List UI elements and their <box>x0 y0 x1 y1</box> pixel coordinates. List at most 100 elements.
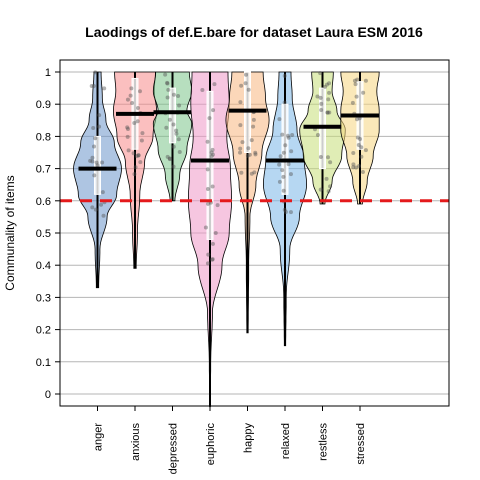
sample-point <box>283 210 288 215</box>
sample-point <box>211 108 216 113</box>
sample-point <box>277 162 282 167</box>
sample-point <box>359 154 364 159</box>
sample-point <box>318 187 323 192</box>
sample-point <box>174 128 179 133</box>
sample-point <box>283 143 288 148</box>
sample-point <box>326 97 331 102</box>
sample-point <box>277 117 282 122</box>
y-axis: 0 0.1 0.2 0.3 0.4 0.5 0.6 0.7 0.8 0.9 1 <box>36 67 60 401</box>
sample-point <box>282 73 287 78</box>
sample-point <box>209 150 214 155</box>
sample-point <box>125 134 130 139</box>
sample-point <box>324 176 329 181</box>
sample-point <box>282 100 287 105</box>
violin-restless <box>299 71 346 205</box>
sample-point <box>174 131 179 136</box>
sample-point <box>102 86 107 91</box>
x-tick-label: stressed <box>355 423 367 465</box>
sample-point <box>135 106 140 111</box>
sample-point <box>176 137 181 142</box>
sample-point <box>165 154 170 159</box>
sample-point <box>210 257 215 262</box>
x-tick-label: happy <box>243 423 255 453</box>
sample-point <box>210 257 215 262</box>
sample-point <box>318 71 323 76</box>
y-tick-label: 1 <box>45 67 51 79</box>
sample-point <box>315 94 320 99</box>
sample-point <box>135 119 140 124</box>
violin-happy <box>225 71 270 334</box>
sample-point <box>355 135 360 140</box>
sample-point <box>89 83 94 88</box>
sample-point <box>171 144 176 149</box>
sample-point <box>238 150 243 155</box>
sample-point <box>288 172 293 177</box>
sample-point <box>167 117 172 122</box>
sample-point <box>239 83 244 88</box>
sample-point <box>90 159 95 164</box>
sample-point <box>136 153 141 158</box>
sample-point <box>90 205 95 210</box>
x-axis: anger anxious depressed euphoric happy relaxe… <box>93 406 367 474</box>
sample-point <box>240 140 245 145</box>
sample-point <box>165 81 170 86</box>
sample-point <box>137 89 142 94</box>
sample-point <box>319 101 324 106</box>
violin-anger <box>73 70 122 289</box>
sample-point <box>97 113 102 118</box>
y-tick-label: 0 <box>45 389 51 401</box>
sample-point <box>90 155 95 160</box>
sample-point <box>350 100 355 105</box>
sample-point <box>363 78 368 83</box>
sample-point <box>253 152 258 157</box>
sample-point <box>205 261 210 266</box>
sample-point <box>125 126 130 131</box>
sample-point <box>125 97 130 102</box>
sample-point <box>171 164 176 169</box>
sample-point <box>213 231 218 236</box>
y-tick-label: 0.8 <box>36 131 51 143</box>
sample-point <box>278 154 283 159</box>
sample-point <box>164 125 169 130</box>
sample-point <box>126 148 131 153</box>
sample-point <box>356 143 361 148</box>
sample-point <box>280 168 285 173</box>
sample-point <box>359 145 364 150</box>
sample-point <box>205 186 210 191</box>
sample-point <box>286 162 291 167</box>
sample-point <box>319 107 324 112</box>
sample-point <box>363 148 368 153</box>
sample-point <box>282 207 287 212</box>
sample-point <box>360 170 365 175</box>
sample-point <box>91 84 96 89</box>
sample-point <box>93 207 98 212</box>
sample-point <box>243 81 248 86</box>
sample-point <box>238 146 243 151</box>
sample-point <box>206 201 211 206</box>
sample-point <box>243 72 248 77</box>
sample-point <box>94 160 99 165</box>
sample-point <box>163 72 168 77</box>
y-tick-label: 0.7 <box>36 164 51 176</box>
sample-point <box>209 154 214 159</box>
sample-point <box>351 162 356 167</box>
sample-point <box>281 150 286 155</box>
sample-point <box>249 138 254 143</box>
sample-point <box>212 82 217 87</box>
sample-point <box>165 95 170 100</box>
violin-iqr <box>206 90 214 240</box>
sample-point <box>91 126 96 131</box>
sample-point <box>325 155 330 160</box>
x-tick-label: restless <box>318 423 330 461</box>
sample-point <box>251 124 256 129</box>
violin-relaxed <box>262 71 308 347</box>
sample-point <box>328 184 333 189</box>
sample-point <box>132 172 137 177</box>
sample-point <box>165 80 170 85</box>
sample-point <box>246 87 251 92</box>
sample-point <box>100 190 105 195</box>
sample-point <box>286 135 291 140</box>
sample-point <box>354 94 359 99</box>
sample-point <box>327 90 332 95</box>
